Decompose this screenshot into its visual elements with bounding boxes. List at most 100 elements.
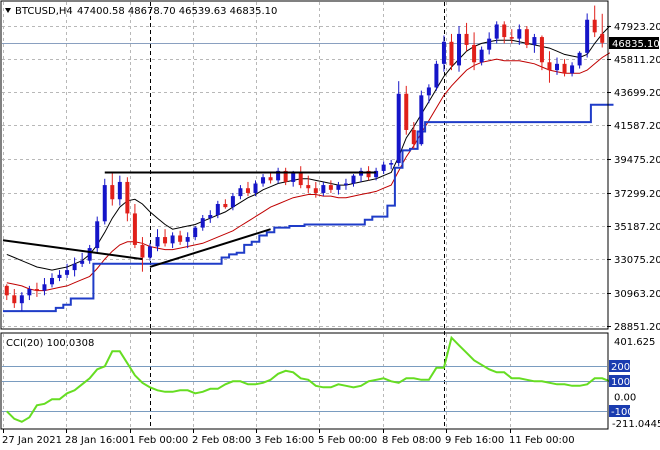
price-tick-label: 45811.20 — [614, 55, 660, 66]
candle-body — [57, 274, 62, 278]
trendlines — [2, 171, 377, 268]
candle-body — [532, 37, 537, 45]
grid — [2, 2, 607, 428]
price-tick-label: 47923.20 — [614, 22, 660, 33]
candle-body — [570, 65, 575, 74]
candle-body — [585, 19, 590, 53]
candle-body — [95, 221, 100, 249]
price-tick-label: 30963.20 — [614, 289, 660, 300]
candle — [472, 32, 477, 71]
candle-body — [524, 29, 529, 45]
candle-body — [411, 129, 416, 145]
candle-body — [170, 235, 175, 244]
cci-zero-label: 0.00 — [614, 392, 636, 403]
candle — [261, 174, 266, 187]
candle-body — [577, 52, 582, 66]
cci-axis: 401.625 0.00 200 100 -100-211.0445 — [609, 337, 660, 430]
candle-body — [163, 237, 168, 244]
candle-body — [487, 38, 492, 50]
candle — [539, 35, 544, 71]
candle — [592, 5, 597, 38]
candle-body — [4, 285, 9, 296]
candle — [524, 26, 529, 49]
candle-body — [366, 170, 371, 178]
candle-body — [517, 29, 522, 39]
candle — [12, 289, 17, 308]
price-tick-label: 35187.20 — [614, 222, 660, 233]
price-tick-label: 33075.20 — [614, 255, 660, 266]
chart-header: BTCUSD,H4 47400.58 48678.70 46539.63 468… — [5, 6, 277, 17]
candle — [434, 60, 439, 91]
time-tick-label: 3 Feb 16:00 — [255, 435, 314, 446]
candle — [185, 232, 190, 249]
candle — [163, 229, 168, 247]
candle-body — [125, 181, 130, 214]
candle-body — [336, 185, 341, 190]
candle — [562, 59, 567, 77]
candle — [238, 185, 243, 200]
time-tick-label: 11 Feb 00:00 — [509, 435, 575, 446]
candle-body — [343, 183, 348, 186]
candle — [404, 85, 409, 135]
trendline — [2, 239, 143, 261]
candle-body — [539, 37, 544, 63]
candle — [532, 33, 537, 53]
candle — [200, 215, 205, 231]
candle — [600, 13, 605, 48]
candle-body — [306, 185, 311, 189]
cci-panel-frame — [0, 332, 609, 430]
cci-max-label: 401.625 — [614, 337, 655, 348]
candle-body — [555, 63, 560, 71]
candle — [487, 32, 492, 55]
symbol-label: BTCUSD,H4 — [15, 6, 73, 17]
candle-body — [193, 227, 198, 238]
candle-body — [457, 33, 462, 66]
candle-body — [396, 93, 401, 164]
price-axis: 47923.20 45811.20 43699.20 41587.20 39475.20… — [607, 22, 660, 333]
candle-body — [441, 41, 446, 64]
middle-band-line — [6, 52, 611, 292]
candle-body — [434, 63, 439, 88]
candle — [547, 51, 552, 83]
candle — [321, 181, 326, 197]
candle — [577, 51, 582, 69]
candle — [426, 84, 431, 104]
candle — [117, 175, 122, 206]
candle-body — [283, 170, 288, 182]
candle — [441, 35, 446, 72]
time-tick-label: 1 Feb 00:00 — [129, 435, 188, 446]
candle — [298, 166, 303, 189]
candle-body — [147, 246, 152, 258]
candle-body — [178, 235, 183, 242]
candle — [570, 62, 575, 77]
ohlc-label: 47400.58 48678.70 46539.63 46835.10 — [77, 6, 277, 17]
time-tick-label: 5 Feb 00:00 — [318, 435, 377, 446]
candle — [110, 172, 115, 206]
candle-body — [140, 244, 145, 258]
time-axis: 27 Jan 2021 28 Jan 16:00 1 Feb 00:00 2 Feb … — [2, 429, 575, 446]
candle-body — [87, 248, 92, 261]
last-price-label: 46835.10 — [612, 39, 660, 50]
candle — [57, 270, 62, 282]
cci-level-label: 100 — [611, 377, 630, 388]
candle — [494, 21, 499, 44]
candle-body — [27, 289, 32, 296]
candle — [87, 244, 92, 264]
candle-body — [328, 185, 333, 190]
candle — [509, 29, 514, 44]
candle-body — [245, 188, 250, 193]
main-panel-frame — [0, 0, 609, 330]
candle — [193, 226, 198, 241]
candle — [449, 33, 454, 71]
candle — [555, 57, 560, 75]
cci-level-label: -100 — [611, 407, 634, 418]
candle — [396, 81, 401, 167]
trendline — [149, 228, 271, 268]
candle — [170, 232, 175, 249]
candle — [49, 273, 54, 288]
chevron-down-icon[interactable] — [5, 8, 11, 13]
candle — [389, 159, 394, 170]
candle-body — [298, 172, 303, 186]
candle — [464, 22, 469, 52]
